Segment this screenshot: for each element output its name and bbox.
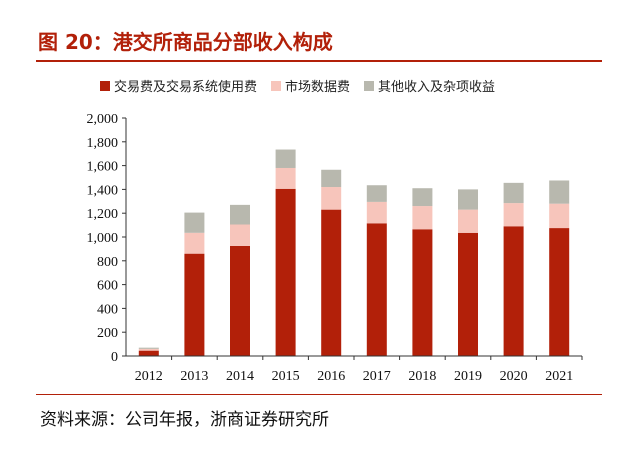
- bar-segment-trading-fees: [275, 188, 296, 356]
- title-divider: [36, 60, 602, 62]
- legend-item-other-income: 其他收入及杂项收益: [364, 76, 495, 95]
- bar-segment-market-data-fees: [230, 224, 250, 246]
- bar-segment-trading-fees: [549, 228, 570, 356]
- bars-group: [138, 149, 570, 356]
- y-tick-label: 0: [111, 350, 118, 365]
- legend-swatch: [364, 80, 375, 91]
- bar-chart: 0 200 400 600 800 1,000 1,200 1,400 1,600 1,800 2,…: [87, 112, 583, 384]
- bar-segment-trading-fees: [366, 223, 387, 356]
- bar-segment-market-data-fees: [366, 201, 387, 224]
- x-tick-label: 2018: [408, 369, 436, 384]
- source-note: 资料来源：公司年报，浙商证券研究所: [40, 410, 329, 430]
- bar-segment-other-income: [275, 149, 296, 168]
- y-tick-label: 400: [97, 302, 118, 317]
- bar-segment-trading-fees: [184, 253, 205, 356]
- x-tick-label: 2014: [226, 369, 254, 384]
- y-axis: 0 200 400 600 800 1,000 1,200 1,400 1,600 1,800 2,…: [87, 112, 127, 365]
- bar-segment-trading-fees: [321, 209, 342, 356]
- y-tick-label: 200: [97, 326, 118, 341]
- x-tick-label: 2016: [317, 369, 345, 384]
- legend-label: 其他收入及杂项收益: [378, 80, 496, 95]
- bar-segment-other-income: [366, 185, 387, 202]
- bar-segment-other-income: [138, 347, 159, 349]
- bar-segment-trading-fees: [412, 229, 433, 356]
- y-tick-label: 2,000: [87, 112, 119, 127]
- bar-segment-trading-fees: [503, 226, 524, 356]
- x-axis: 2012 2013 2014 2015 2016 2017 2018 2019 2020 2021: [126, 355, 583, 384]
- bar-segment-market-data-fees: [549, 203, 570, 229]
- bar-segment-other-income: [458, 189, 478, 210]
- bar-segment-market-data-fees: [412, 206, 433, 230]
- bar-segment-trading-fees: [458, 232, 478, 356]
- bar-segment-other-income: [184, 212, 205, 233]
- y-tick-label: 1,200: [87, 207, 119, 222]
- bar-segment-other-income: [549, 180, 570, 204]
- x-tick-label: 2020: [500, 369, 528, 384]
- legend-label: 市场数据费: [285, 80, 351, 95]
- x-tick-label: 2021: [545, 369, 573, 384]
- bar-segment-market-data-fees: [458, 209, 478, 233]
- legend: 交易费及交易系统使用费 市场数据费 其他收入及杂项收益: [100, 76, 509, 95]
- legend-swatch: [100, 80, 110, 91]
- bar-segment-other-income: [503, 182, 524, 204]
- bar-segment-other-income: [230, 204, 250, 225]
- x-tick-label: 2012: [135, 369, 163, 384]
- legend-label: 交易费及交易系统使用费: [114, 80, 258, 95]
- legend-item-market-data-fees: 市场数据费: [271, 76, 350, 95]
- bar-segment-market-data-fees: [275, 167, 296, 189]
- y-tick-label: 600: [97, 279, 118, 294]
- bar-segment-other-income: [412, 188, 433, 207]
- y-tick-label: 1,000: [87, 231, 119, 246]
- y-tick-label: 1,600: [87, 160, 119, 175]
- y-tick-label: 800: [97, 255, 118, 270]
- chart-title: 图 20：港交所商品分部收入构成: [38, 30, 333, 54]
- bar-segment-market-data-fees: [321, 187, 342, 210]
- x-tick-label: 2019: [454, 369, 482, 384]
- x-tick-label: 2015: [272, 369, 300, 384]
- source-divider: [36, 394, 602, 395]
- bar-segment-trading-fees: [138, 350, 159, 356]
- bar-segment-market-data-fees: [138, 348, 159, 351]
- y-tick-label: 1,800: [87, 136, 119, 151]
- legend-swatch: [271, 80, 282, 91]
- bar-segment-market-data-fees: [503, 203, 524, 227]
- x-tick-label: 2013: [180, 369, 208, 384]
- y-tick-label: 1,400: [87, 183, 119, 198]
- bar-segment-other-income: [321, 169, 342, 188]
- bar-segment-trading-fees: [230, 245, 250, 356]
- legend-item-trading-fees: 交易费及交易系统使用费: [100, 76, 257, 95]
- bar-segment-market-data-fees: [184, 232, 205, 254]
- x-tick-label: 2017: [363, 369, 391, 384]
